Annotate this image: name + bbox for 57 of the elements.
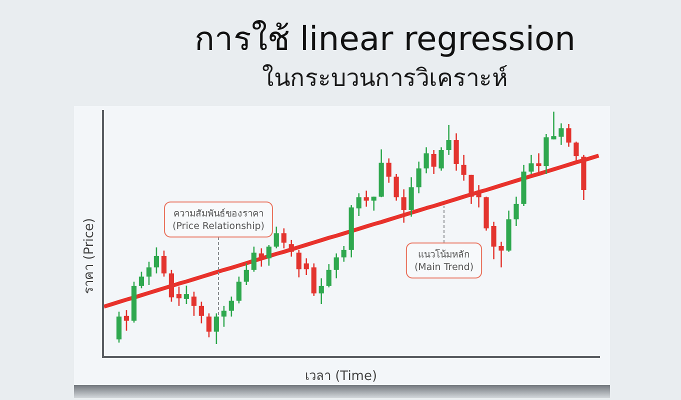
candlestick <box>468 174 474 205</box>
candlestick <box>401 188 406 224</box>
candlestick <box>138 271 144 289</box>
candlestick <box>191 291 196 317</box>
candlestick <box>408 176 414 218</box>
candlestick <box>274 226 279 249</box>
candlestick <box>364 190 369 208</box>
annotation: ความสัมพันธ์ของราคา (Price Relationship) <box>172 208 264 232</box>
candlestick <box>184 285 189 305</box>
candlestick <box>416 160 422 194</box>
candlestick <box>446 124 452 156</box>
candlestick <box>424 146 429 174</box>
candlestick <box>341 245 346 262</box>
candlestick <box>438 146 444 172</box>
candlestick <box>498 241 504 268</box>
candlestick <box>461 154 466 182</box>
candlestick <box>454 132 459 172</box>
candlestick <box>304 258 309 276</box>
candlestick <box>168 269 174 302</box>
candlestick <box>318 278 324 305</box>
candlestick <box>206 312 212 338</box>
candlestick <box>551 111 556 140</box>
candlestick <box>386 158 392 184</box>
candlestick <box>161 250 167 278</box>
candlestick <box>214 312 219 345</box>
candlestick <box>371 196 376 212</box>
candlestick <box>281 228 286 249</box>
candlestick <box>491 221 496 260</box>
candlestick <box>431 149 436 175</box>
annotation: แนวโน้มหลัก (Main Trend) <box>414 248 474 273</box>
candlestick <box>566 123 572 148</box>
y-axis-title: ราคา (Price) <box>82 218 97 294</box>
candlestick <box>326 263 332 288</box>
candlestick <box>394 173 399 202</box>
candlestick <box>236 276 242 304</box>
candlestick <box>514 196 519 227</box>
candlestick <box>334 252 339 279</box>
candlestick <box>251 246 256 272</box>
candlestick <box>146 261 152 286</box>
candlestick <box>116 311 122 344</box>
chart-subtitle: ในกระบวนการวิเคราะห์ <box>262 64 508 92</box>
candlestick <box>154 246 160 274</box>
candlestick <box>558 122 564 146</box>
candlestick <box>356 192 362 217</box>
candlestick <box>124 309 130 332</box>
chart-title: การใช้ linear regression <box>194 19 576 58</box>
candlestick <box>476 184 482 208</box>
candlestick <box>528 154 534 175</box>
candlestick <box>266 244 272 266</box>
candlestick <box>228 296 234 318</box>
candlestick <box>221 305 226 328</box>
candlestick <box>258 248 264 268</box>
candlestick <box>244 262 249 286</box>
candlestick <box>288 239 294 258</box>
x-axis-title: เวลา (Time) <box>304 369 378 384</box>
candlestick <box>198 301 204 324</box>
candlestick <box>296 249 302 278</box>
